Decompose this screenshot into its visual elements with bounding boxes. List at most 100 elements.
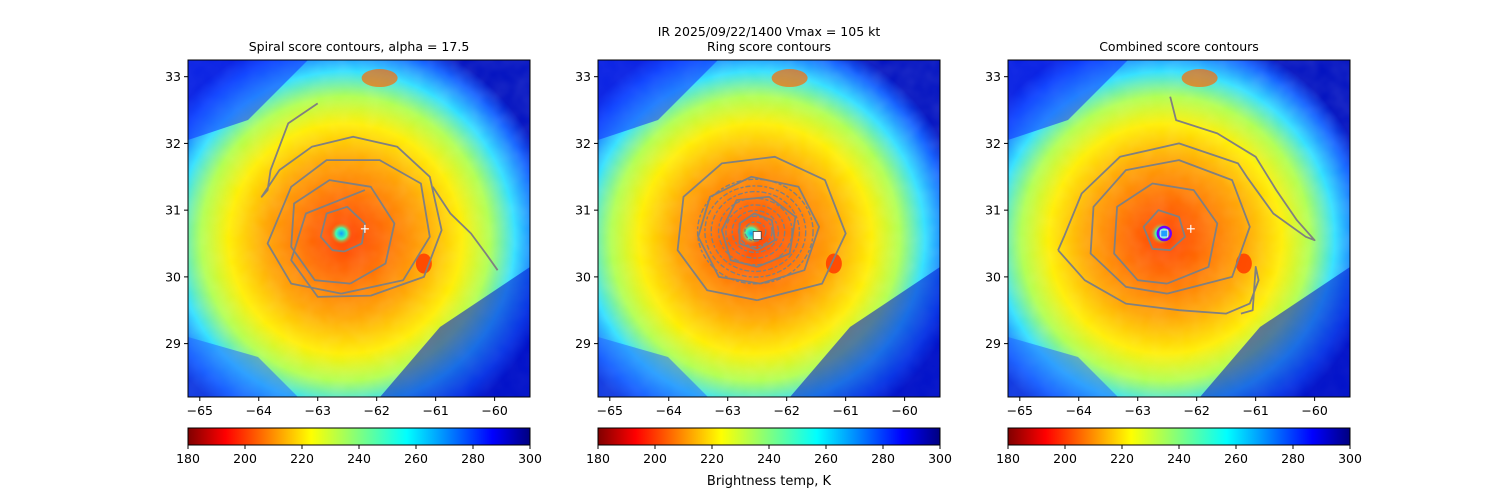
y-tick-label: 33 xyxy=(575,69,591,84)
colorbar-tick-label: 300 xyxy=(928,451,952,466)
combined-center-square-marker xyxy=(1160,229,1169,238)
x-tick-label: −65 xyxy=(1007,403,1033,418)
x-tick-label: −61 xyxy=(422,403,448,418)
panel-title: Spiral score contours, alpha = 17.5 xyxy=(249,39,470,54)
y-tick-label: 32 xyxy=(165,136,181,151)
axes-frame xyxy=(187,59,531,398)
contour-line xyxy=(260,102,443,298)
x-tick-label: −64 xyxy=(1066,403,1092,418)
colorbar-tick-label: 180 xyxy=(176,451,200,466)
x-tick-label: −64 xyxy=(246,403,272,418)
colorbar-gradient xyxy=(187,427,531,446)
colorbar-gradient xyxy=(597,427,941,446)
contour-line xyxy=(290,179,396,285)
x-tick-label: −60 xyxy=(1301,403,1327,418)
ring-contour xyxy=(725,204,786,259)
colorbar-tick-label: 300 xyxy=(518,451,542,466)
colorbar-tick-label: 220 xyxy=(1110,451,1134,466)
colorbar-label: Brightness temp, K xyxy=(707,474,832,489)
y-tick-label: 29 xyxy=(985,336,1001,351)
y-tick-label: 29 xyxy=(165,336,181,351)
x-tick-label: −63 xyxy=(1125,403,1151,418)
ring-center-square-marker xyxy=(752,231,762,240)
ring-contour xyxy=(710,190,801,273)
contour-line xyxy=(319,205,366,253)
colorbar-tick-label: 280 xyxy=(871,451,895,466)
x-tick-label: −64 xyxy=(656,403,682,418)
colorbar-tick-label: 260 xyxy=(814,451,838,466)
colorbar-tick-label: 220 xyxy=(290,451,314,466)
y-tick-label: 32 xyxy=(575,136,591,151)
first-guess-plus-marker xyxy=(1186,224,1195,233)
x-tick-label: −62 xyxy=(363,403,389,418)
x-tick-label: −62 xyxy=(773,403,799,418)
panel-2: Ring score contours −65 −64 −63 −62 −61 −60 29 3… xyxy=(575,39,941,418)
y-tick-label: 31 xyxy=(985,203,1001,218)
colorbar-tick-label: 220 xyxy=(700,451,724,466)
colorbar-tick-label: 200 xyxy=(233,451,257,466)
combined-center-circle-marker xyxy=(1156,225,1172,242)
x-tick-label: −65 xyxy=(597,403,623,418)
contour-line xyxy=(1142,209,1186,252)
panel-1: Spiral score contours, alpha = 17.5 −65 −6… xyxy=(165,39,531,418)
contour-line xyxy=(676,155,847,302)
y-tick-label: 33 xyxy=(985,69,1001,84)
y-tick-label: 31 xyxy=(575,203,591,218)
contour-line xyxy=(431,186,499,271)
colorbar-2: 180 200 220 240 260 280 300 xyxy=(586,427,952,466)
colorbar-3: 180 200 220 240 260 280 300 xyxy=(996,427,1362,466)
y-tick-label: 30 xyxy=(575,269,591,284)
y-tick-label: 30 xyxy=(985,269,1001,284)
figure-suptitle-line1: IR 2025/09/22/1400 Vmax = 105 kt xyxy=(658,24,881,39)
contour-set xyxy=(1057,96,1316,315)
x-tick-label: −61 xyxy=(832,403,858,418)
x-tick-label: −65 xyxy=(187,403,213,418)
heatmap-image xyxy=(1008,60,1350,397)
contour-line xyxy=(720,195,797,268)
x-tick-label: −60 xyxy=(481,403,507,418)
colorbar-tick-label: 260 xyxy=(1224,451,1248,466)
panel-title: Ring score contours xyxy=(707,39,831,54)
contour-line xyxy=(697,175,820,285)
contour-line xyxy=(1057,96,1316,251)
colorbar-tick-label: 300 xyxy=(1338,451,1362,466)
heatmap-image xyxy=(188,60,530,397)
storm-eye xyxy=(330,222,353,245)
first-guess-plus-marker xyxy=(360,224,369,233)
axes-frame xyxy=(1007,59,1351,398)
colorbar-tick-label: 240 xyxy=(347,451,371,466)
y-tick-label: 30 xyxy=(165,269,181,284)
x-tick-label: −61 xyxy=(1242,403,1268,418)
contour-line xyxy=(1089,159,1251,295)
axes-frame xyxy=(597,59,941,398)
y-tick-label: 29 xyxy=(575,336,591,351)
ring-contour xyxy=(696,178,814,285)
panel-title: Combined score contours xyxy=(1099,39,1259,54)
colorbar-1: 180 200 220 240 260 280 300 xyxy=(176,427,542,466)
contour-set xyxy=(260,102,499,298)
colorbar-tick-label: 280 xyxy=(1281,451,1305,466)
contour-line xyxy=(266,159,431,295)
colorbar-tick-label: 240 xyxy=(1167,451,1191,466)
colorbar-tick-label: 180 xyxy=(586,451,610,466)
ring-contour xyxy=(744,221,767,242)
ring-contour xyxy=(717,197,793,266)
x-tick-label: −62 xyxy=(1183,403,1209,418)
ring-contour xyxy=(737,215,773,248)
contour-line xyxy=(1113,182,1219,285)
contour-line xyxy=(738,212,776,252)
colorbar-tick-label: 240 xyxy=(757,451,781,466)
heatmap-image xyxy=(598,60,940,397)
y-tick-label: 33 xyxy=(165,69,181,84)
y-tick-label: 31 xyxy=(165,203,181,218)
y-tick-label: 32 xyxy=(985,136,1001,151)
contour-line xyxy=(1057,249,1260,315)
x-tick-label: −63 xyxy=(305,403,331,418)
x-tick-label: −60 xyxy=(891,403,917,418)
colorbar-tick-label: 180 xyxy=(996,451,1020,466)
panel-3: Combined score contours −65 −64 −63 −62 −61 −6… xyxy=(985,39,1351,418)
colorbar-gradient xyxy=(1007,427,1351,446)
ring-contour xyxy=(704,185,807,278)
colorbar-tick-label: 200 xyxy=(643,451,667,466)
